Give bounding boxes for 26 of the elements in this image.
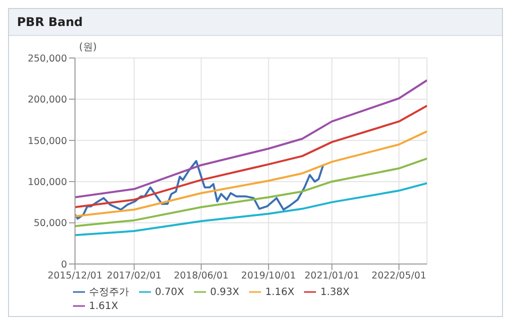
x-tick-label: 2021/01/01: [304, 270, 360, 282]
legend-label: 0.93X: [210, 287, 240, 298]
y-tick-label: 0: [60, 259, 67, 270]
line-series: [75, 182, 427, 236]
line-series: [75, 158, 427, 228]
y-tick-label: 250,000: [28, 53, 67, 64]
y-tick-label: 200,000: [28, 94, 67, 106]
line-series: [75, 104, 427, 208]
x-tick-label: 2015/12/01: [48, 270, 102, 282]
y-tick-label: 50,000: [34, 218, 67, 230]
y-tick-label: 150,000: [28, 136, 67, 147]
x-tick-label: 2019/10/01: [241, 270, 296, 282]
x-tick-label: 2017/02/01: [106, 270, 162, 282]
legend-label: 1.38X: [320, 287, 350, 298]
chart-title: PBR Band: [9, 9, 502, 36]
y-axis-title: (원): [79, 41, 97, 54]
x-tick-label: 2022/05/01: [372, 270, 426, 282]
y-tick-label: 100,000: [28, 176, 67, 188]
line-series: [75, 79, 427, 198]
legend-label: 1.61X: [89, 301, 118, 312]
legend-label: 0.70X: [155, 287, 184, 298]
legend-label: 1.16X: [265, 287, 294, 298]
line-series: [75, 130, 427, 218]
line-series: [75, 160, 324, 220]
legend-label: 수정주가: [89, 287, 129, 298]
x-tick-label: 2018/06/01: [174, 270, 229, 282]
